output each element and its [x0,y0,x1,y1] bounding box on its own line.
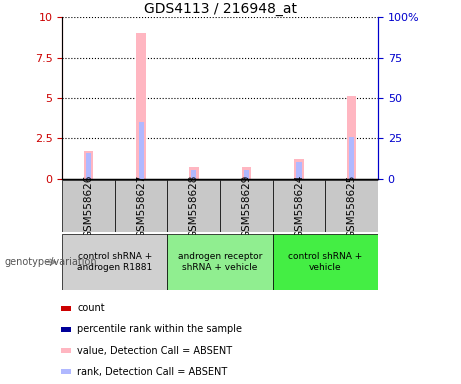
Bar [136,33,146,179]
Bar [189,167,199,179]
Bar [273,234,378,290]
Text: rank, Detection Call = ABSENT: rank, Detection Call = ABSENT [77,367,228,377]
Bar [191,170,196,179]
Bar [244,170,249,179]
Text: GSM558626: GSM558626 [83,175,94,238]
Bar [294,159,304,179]
Bar [325,180,378,232]
Text: genotype/variation: genotype/variation [5,257,97,267]
Text: GSM558629: GSM558629 [242,175,251,238]
Bar [347,96,356,179]
Bar [61,306,71,311]
Bar [84,151,93,179]
Text: GSM558625: GSM558625 [347,175,357,238]
Bar [167,180,220,232]
Bar [62,180,115,232]
Bar [61,369,71,374]
Bar [115,180,167,232]
Text: androgen receptor
shRNA + vehicle: androgen receptor shRNA + vehicle [178,252,262,272]
Bar [139,122,144,179]
Text: control shRNA +
vehicle: control shRNA + vehicle [288,252,362,272]
Bar [349,137,355,179]
Bar [296,162,301,179]
Bar [242,167,251,179]
Text: GSM558624: GSM558624 [294,175,304,238]
Text: percentile rank within the sample: percentile rank within the sample [77,324,242,334]
Bar [62,234,167,290]
Bar [220,180,273,232]
Bar [86,153,91,179]
Title: GDS4113 / 216948_at: GDS4113 / 216948_at [144,2,296,16]
Bar [61,348,71,353]
Text: GSM558628: GSM558628 [189,175,199,238]
Text: GSM558627: GSM558627 [136,175,146,238]
Text: value, Detection Call = ABSENT: value, Detection Call = ABSENT [77,346,233,356]
Bar [61,327,71,332]
Text: control shRNA +
androgen R1881: control shRNA + androgen R1881 [77,252,153,272]
Bar [273,180,325,232]
Bar [167,234,273,290]
Text: count: count [77,303,105,313]
